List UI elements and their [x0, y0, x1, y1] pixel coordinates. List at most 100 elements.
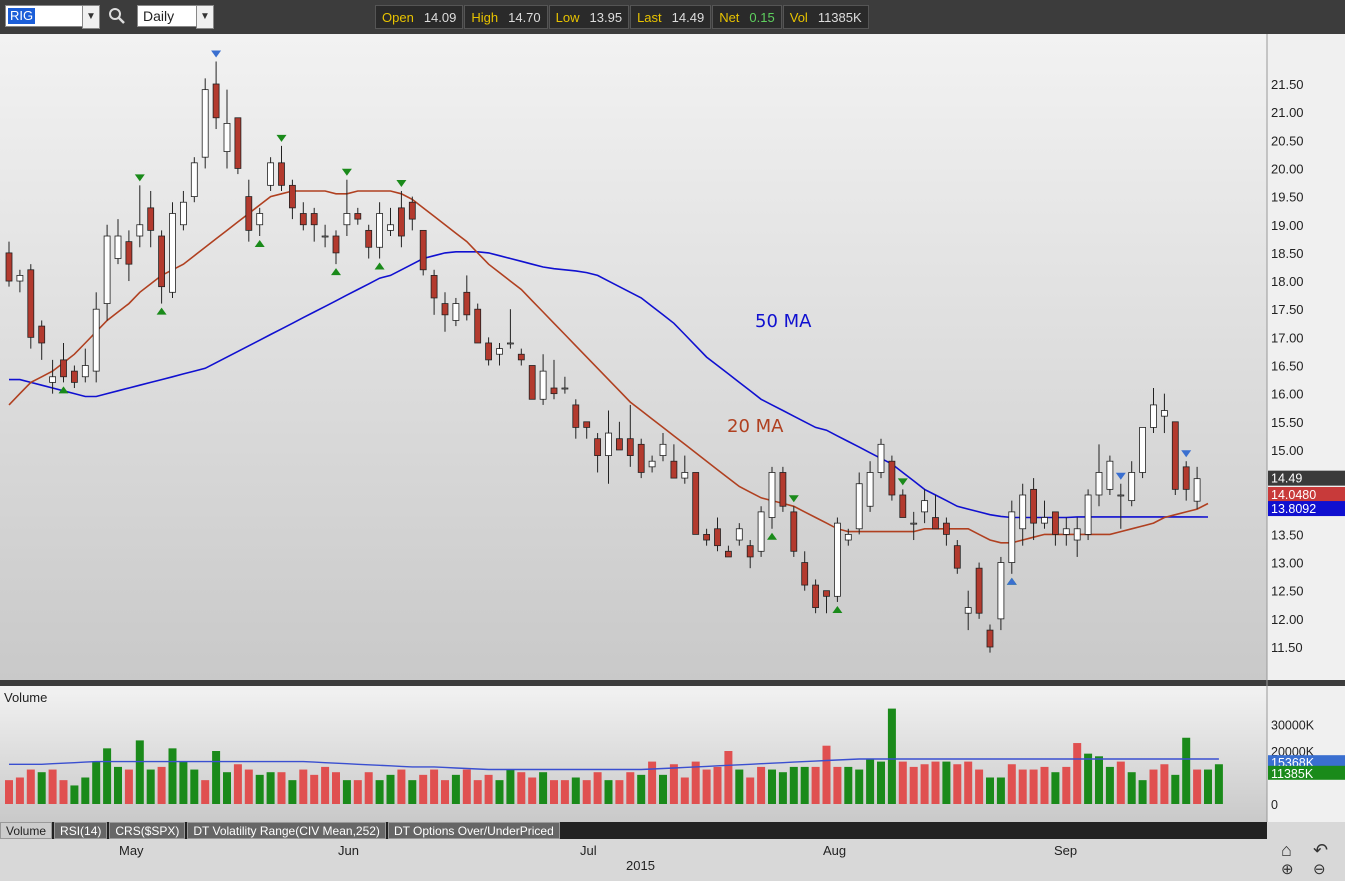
price-tick-label: 18.00: [1271, 274, 1304, 289]
swing-high-marker: [134, 174, 145, 182]
tab-rsi-14[interactable]: RSI(14): [54, 822, 108, 839]
ma20-badge: 14.0480: [1271, 488, 1316, 502]
candle-body: [496, 348, 503, 355]
quote-open: Open 14.09: [375, 5, 464, 29]
price-tick-label: 18.50: [1271, 246, 1304, 261]
volume-bar: [364, 772, 373, 804]
volume-bar: [953, 764, 962, 804]
volume-bar: [877, 761, 885, 804]
month-label: Jun: [338, 843, 359, 858]
volume-bar: [757, 766, 766, 804]
swing-low-marker: [331, 268, 341, 276]
candle-body: [932, 517, 939, 530]
volume-bar: [1149, 769, 1158, 804]
swing-high-marker: [897, 478, 908, 486]
swing-high-marker: [341, 168, 352, 176]
volume-bar: [778, 772, 787, 804]
candle-body: [441, 303, 449, 316]
volume-bar: [26, 769, 35, 804]
symbol-input[interactable]: RIG: [5, 5, 83, 27]
quote-bar: Open 14.09 High 14.70 Low 13.95 Last 14.49 Net 0.…: [375, 5, 870, 29]
volume-bar: [190, 769, 199, 804]
symbol-text: RIG: [8, 8, 36, 24]
undo-icon[interactable]: ↶: [1313, 840, 1329, 860]
candle-body: [419, 229, 427, 271]
candle-body: [506, 342, 514, 345]
last-volume-badge: 11385K: [1271, 767, 1314, 781]
quote-value: 11385K: [817, 9, 862, 25]
volume-bar: [691, 761, 700, 804]
volume-bar: [844, 766, 853, 804]
volume-bar: [1214, 764, 1223, 804]
month-label: May: [119, 843, 144, 858]
volume-bar: [321, 766, 330, 804]
candle-body: [408, 201, 416, 220]
candle-body: [114, 235, 122, 259]
quote-low: Low 13.95: [548, 5, 630, 29]
candle-body: [245, 196, 253, 231]
quote-high: High 14.70: [464, 5, 548, 29]
volume-bar: [702, 769, 711, 804]
candle-body: [561, 387, 569, 390]
zoom-in-icon[interactable]: ⊕: [1281, 861, 1294, 878]
interval-dropdown-button[interactable]: ▼: [196, 5, 214, 29]
volume-bar: [277, 772, 286, 804]
interval-select[interactable]: Daily: [137, 5, 202, 27]
candle-body: [1182, 466, 1190, 490]
candle-body: [953, 545, 961, 569]
candle-body: [256, 213, 264, 226]
symbol-dropdown-button[interactable]: ▼: [82, 5, 100, 29]
price-tick-label: 12.00: [1271, 612, 1304, 627]
candle-body: [321, 235, 329, 238]
volume-bar: [1073, 743, 1082, 804]
candle-body: [343, 213, 351, 226]
candle-body: [190, 162, 198, 198]
year-label: 2015: [626, 858, 655, 873]
candle-body: [943, 522, 950, 535]
candle-body: [365, 229, 373, 248]
volume-bar: [430, 769, 439, 804]
candle-body: [288, 184, 296, 209]
candle-body: [735, 528, 743, 541]
home-icon[interactable]: ⌂: [1281, 840, 1292, 860]
volume-bar: [70, 785, 79, 804]
volume-bar: [353, 780, 362, 804]
price-tick-label: 19.00: [1271, 218, 1304, 233]
price-tick-label: 17.00: [1271, 330, 1304, 345]
ma50-badge: 13.8092: [1271, 502, 1316, 516]
candle-body: [1062, 528, 1070, 535]
tab-volume[interactable]: Volume: [0, 822, 53, 839]
swing-high-marker: [1115, 472, 1126, 480]
tab-crs-spx[interactable]: CRS($SPX): [109, 822, 186, 839]
last-price-badge: 14.49: [1271, 472, 1302, 486]
quote-net: Net 0.15: [712, 5, 782, 29]
candle-body: [616, 438, 623, 451]
quote-label: Net: [719, 9, 740, 25]
candle-body: [1052, 511, 1059, 535]
tab-dt-options-over-underpriced[interactable]: DT Options Over/UnderPriced: [387, 822, 560, 839]
price-chart[interactable]: 11.5012.0012.5013.0013.5014.0014.5015.00…: [0, 34, 1345, 822]
candle-body: [212, 83, 220, 119]
swing-low-marker: [254, 240, 265, 248]
volume-bar: [986, 777, 994, 804]
candle-body: [910, 522, 918, 525]
search-icon[interactable]: [108, 7, 126, 25]
candle-body: [692, 472, 700, 535]
tab-dt-volatility-range-civ-mean-252[interactable]: DT Volatility Range(CIV Mean,252): [187, 822, 386, 839]
candle-body: [801, 562, 809, 586]
candle-body: [1041, 517, 1048, 524]
quote-value: 14.70: [508, 9, 541, 25]
last-volume-badge-bg: [1268, 765, 1345, 780]
price-plot-area: [0, 34, 1267, 680]
candle-body: [332, 235, 340, 254]
volume-bar: [146, 769, 155, 804]
zoom-out-icon[interactable]: ⊖: [1313, 861, 1326, 878]
candle-body: [474, 308, 482, 344]
ma50-line: [9, 251, 1209, 519]
month-label: Aug: [823, 843, 847, 858]
candle-body: [387, 224, 394, 231]
candle-body: [234, 117, 242, 169]
candle-body: [1150, 404, 1157, 428]
price-tick-label: 12.50: [1271, 584, 1304, 599]
swing-high-marker: [211, 50, 222, 58]
